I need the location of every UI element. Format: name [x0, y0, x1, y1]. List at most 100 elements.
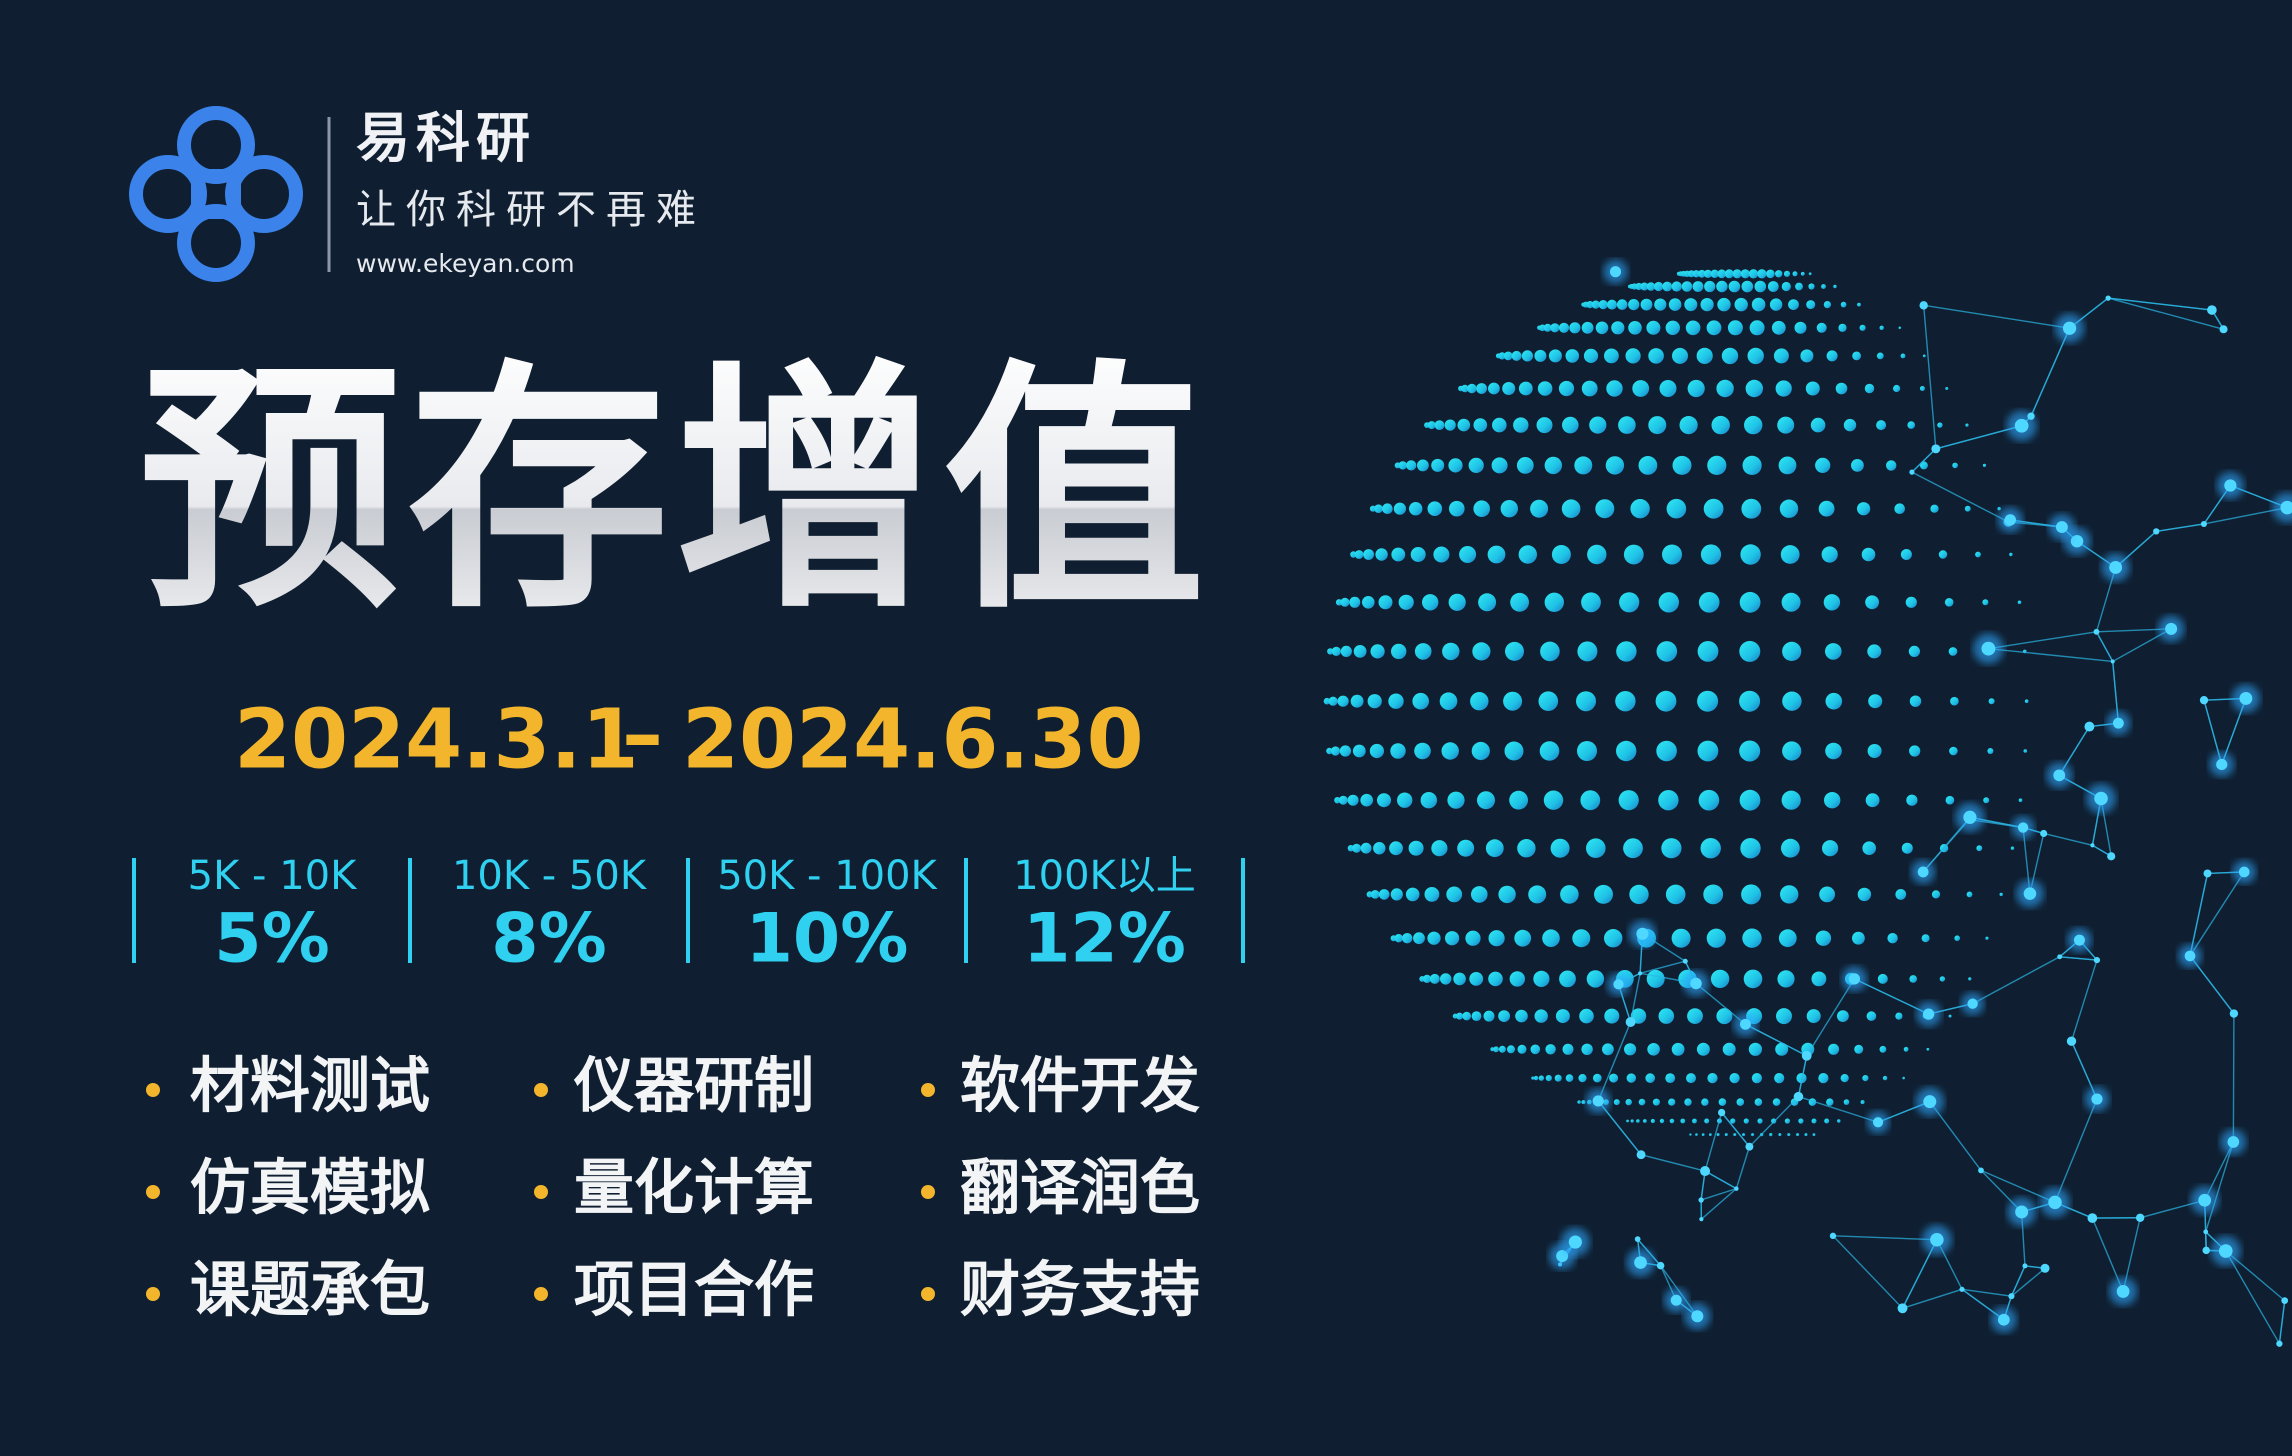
- network-line: [2054, 1098, 2098, 1203]
- bullet: [921, 1185, 935, 1199]
- sphere-dot: [1857, 502, 1871, 516]
- sphere-dot: [1604, 348, 1619, 364]
- sphere-dot: [1968, 977, 1972, 981]
- sphere-dot: [1640, 282, 1649, 291]
- sphere-dot: [1697, 740, 1719, 762]
- sphere-dot: [1700, 298, 1714, 312]
- network-node: [2112, 717, 2124, 729]
- sphere-dot: [1728, 280, 1741, 293]
- sphere-dot: [1382, 503, 1393, 514]
- sphere-dot: [1772, 1098, 1781, 1106]
- network-node: [1978, 1167, 1984, 1174]
- sphere-dot: [1662, 281, 1673, 292]
- sphere-dot: [1551, 545, 1571, 564]
- network-node: [1613, 979, 1624, 990]
- sphere-dot: [1646, 282, 1656, 291]
- sphere-dot: [1410, 547, 1426, 562]
- sphere-dot: [1491, 457, 1508, 474]
- sphere-dot: [1706, 928, 1726, 948]
- sphere-dot: [1629, 884, 1649, 905]
- sphere-dot: [1427, 931, 1441, 945]
- sphere-dot: [1767, 281, 1779, 292]
- sphere-dot: [1908, 645, 1920, 658]
- sphere-dot: [1777, 970, 1795, 988]
- service: 软件开发: [960, 1052, 1200, 1122]
- network-node: [2229, 1009, 2239, 1018]
- network-line: [1797, 1055, 1808, 1097]
- brand-name: 易科研: [356, 107, 536, 170]
- sphere-dot: [1745, 379, 1764, 398]
- network-node: [1793, 1091, 1804, 1102]
- sphere-dot: [1919, 386, 1925, 391]
- sphere-dot: [1468, 457, 1484, 473]
- sphere-dot: [1659, 1118, 1665, 1124]
- sphere-dot: [1692, 1118, 1697, 1124]
- sphere-dot: [1500, 500, 1519, 518]
- sphere-dot: [1895, 1012, 1903, 1020]
- bullet: [921, 1083, 935, 1097]
- service: 课题承包: [190, 1256, 430, 1326]
- network-node: [1872, 1117, 1884, 1128]
- sphere-dot: [1328, 696, 1338, 706]
- sphere-dot: [1766, 269, 1775, 279]
- network-node: [2135, 1213, 2145, 1222]
- sphere-dot: [1865, 793, 1880, 808]
- sphere-dot: [1665, 884, 1686, 905]
- sphere-dot: [1658, 1008, 1675, 1024]
- sphere-dot: [1909, 695, 1922, 707]
- sphere-dot: [1703, 269, 1713, 278]
- sphere-dot: [1619, 592, 1640, 613]
- sphere-dot: [1625, 348, 1641, 364]
- sphere-dot: [1782, 691, 1802, 711]
- sphere-dot: [1826, 350, 1838, 362]
- sphere-dot: [1353, 645, 1367, 658]
- sphere-dot: [1442, 642, 1460, 661]
- sphere-dot: [1453, 972, 1466, 986]
- sphere-dot: [2023, 749, 2028, 753]
- sphere-dot: [1781, 790, 1801, 810]
- sphere-dot: [1498, 1010, 1510, 1022]
- network-node: [2227, 1136, 2240, 1148]
- network-node: [1801, 1050, 1812, 1061]
- network-node: [2105, 295, 2111, 301]
- sphere-dot: [1503, 691, 1523, 711]
- sphere-dot: [1783, 270, 1791, 277]
- sphere-dot: [1709, 1133, 1712, 1136]
- sphere-dot: [1721, 347, 1739, 365]
- sphere-dot: [1528, 885, 1547, 904]
- sphere-dot: [1518, 381, 1533, 396]
- sphere-dot: [1604, 929, 1623, 948]
- sphere-dot: [1800, 349, 1814, 363]
- sphere-dot: [1414, 742, 1431, 760]
- tier-range: 100K以上: [1013, 853, 1196, 899]
- network-line: [2278, 1300, 2286, 1344]
- sphere-dot: [1811, 1118, 1817, 1124]
- sphere-dot: [1485, 839, 1504, 858]
- sphere-dot: [2024, 699, 2029, 703]
- sphere-dot: [1821, 546, 1838, 563]
- sphere-dot: [1431, 458, 1445, 472]
- sphere-dot: [1360, 793, 1373, 807]
- network-node: [1923, 1095, 1937, 1109]
- network-node: [1997, 1313, 2010, 1326]
- sphere-dot: [1739, 640, 1761, 662]
- sphere-dot: [1926, 1047, 1930, 1051]
- sphere-dot: [1852, 931, 1865, 945]
- sphere-dot: [1703, 884, 1724, 905]
- service: 量化计算: [574, 1154, 814, 1224]
- sphere-dot: [1439, 692, 1458, 710]
- sphere-dot: [1647, 1043, 1660, 1056]
- sphere-dot: [1422, 974, 1432, 984]
- sphere-dot: [1669, 1118, 1675, 1124]
- bullet: [534, 1185, 548, 1199]
- sphere-dot: [1626, 1119, 1629, 1123]
- sphere-dot: [1350, 694, 1364, 708]
- sphere-dot: [1518, 545, 1538, 564]
- sphere-dot: [1887, 933, 1898, 944]
- sphere-dot: [1467, 383, 1477, 394]
- sphere-dot: [1999, 892, 2003, 897]
- sphere-dot: [1718, 1098, 1727, 1106]
- network-line: [1854, 978, 1929, 1015]
